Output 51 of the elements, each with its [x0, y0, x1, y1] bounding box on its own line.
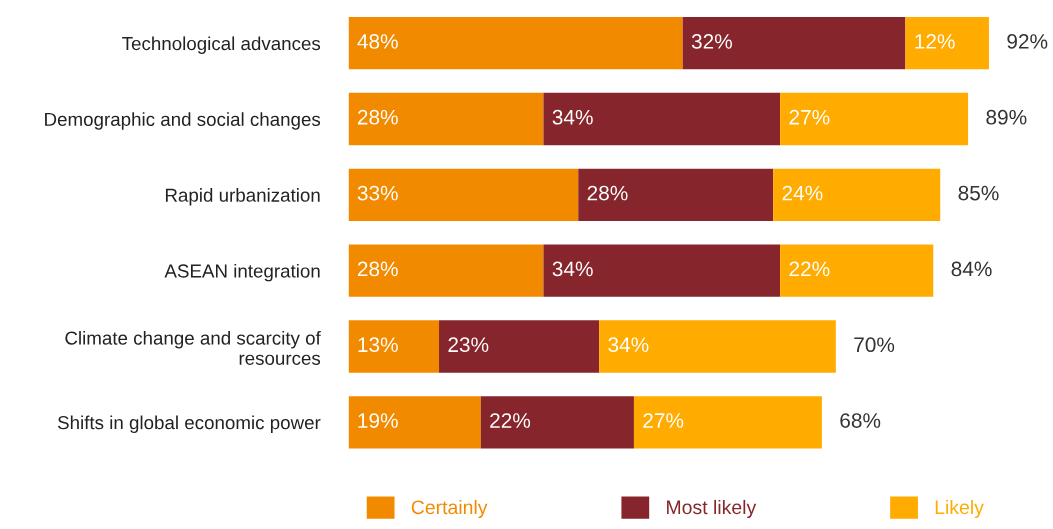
- y-tick-label: Rapid urbanization: [165, 188, 320, 206]
- data-label: 28%: [357, 109, 398, 125]
- y-tick-label: Shifts in global economic power: [57, 415, 321, 433]
- bar: [773, 168, 941, 222]
- data-label: 23%: [448, 337, 489, 353]
- y-tick-label: ASEAN integration: [164, 263, 320, 282]
- bar: [348, 320, 440, 373]
- total-label: 84%: [951, 261, 992, 277]
- bar: [633, 396, 822, 449]
- data-label: 34%: [552, 109, 593, 125]
- y-tick-label: Climate change and scarcity of resources: [65, 330, 321, 365]
- data-label: 27%: [643, 413, 684, 428]
- total-label: 92%: [1007, 34, 1048, 49]
- bar: [780, 244, 934, 297]
- data-label: 19%: [358, 413, 398, 428]
- data-label: 33%: [357, 185, 398, 201]
- y-tick-label: Demographic and social changes: [45, 112, 321, 130]
- data-label: 22%: [789, 261, 830, 277]
- legend-label: Likely: [935, 499, 984, 519]
- data-label: 28%: [587, 185, 628, 201]
- legend-label: Certainly: [411, 499, 488, 519]
- data-label: 12%: [915, 34, 955, 49]
- total-label: 68%: [840, 413, 881, 428]
- data-label: 48%: [357, 34, 398, 49]
- bar: [543, 92, 781, 146]
- bar: [348, 17, 683, 70]
- bar: [480, 396, 634, 449]
- legend-label: Most likely: [667, 499, 757, 519]
- total-label: 70%: [854, 337, 895, 353]
- data-label: 32%: [691, 34, 732, 49]
- bar: [348, 92, 544, 146]
- bar: [780, 92, 969, 146]
- data-label: 34%: [552, 261, 593, 277]
- bar: [348, 168, 579, 222]
- y-tick-label: Technological advances: [122, 36, 321, 54]
- data-label: 34%: [608, 337, 649, 353]
- data-label: 28%: [357, 261, 398, 277]
- total-label: 85%: [958, 185, 999, 201]
- bar: [543, 244, 781, 297]
- total-label: 89%: [986, 109, 1027, 125]
- bar: [905, 17, 989, 70]
- bar: [348, 396, 481, 449]
- bar: [348, 244, 544, 297]
- bar: [578, 168, 774, 222]
- data-label: 27%: [789, 109, 830, 125]
- data-label: 24%: [782, 185, 823, 201]
- bar: [439, 320, 600, 373]
- bar: [599, 320, 836, 373]
- data-label: 13%: [358, 337, 398, 353]
- data-label: 22%: [490, 413, 531, 428]
- bar: [682, 17, 906, 70]
